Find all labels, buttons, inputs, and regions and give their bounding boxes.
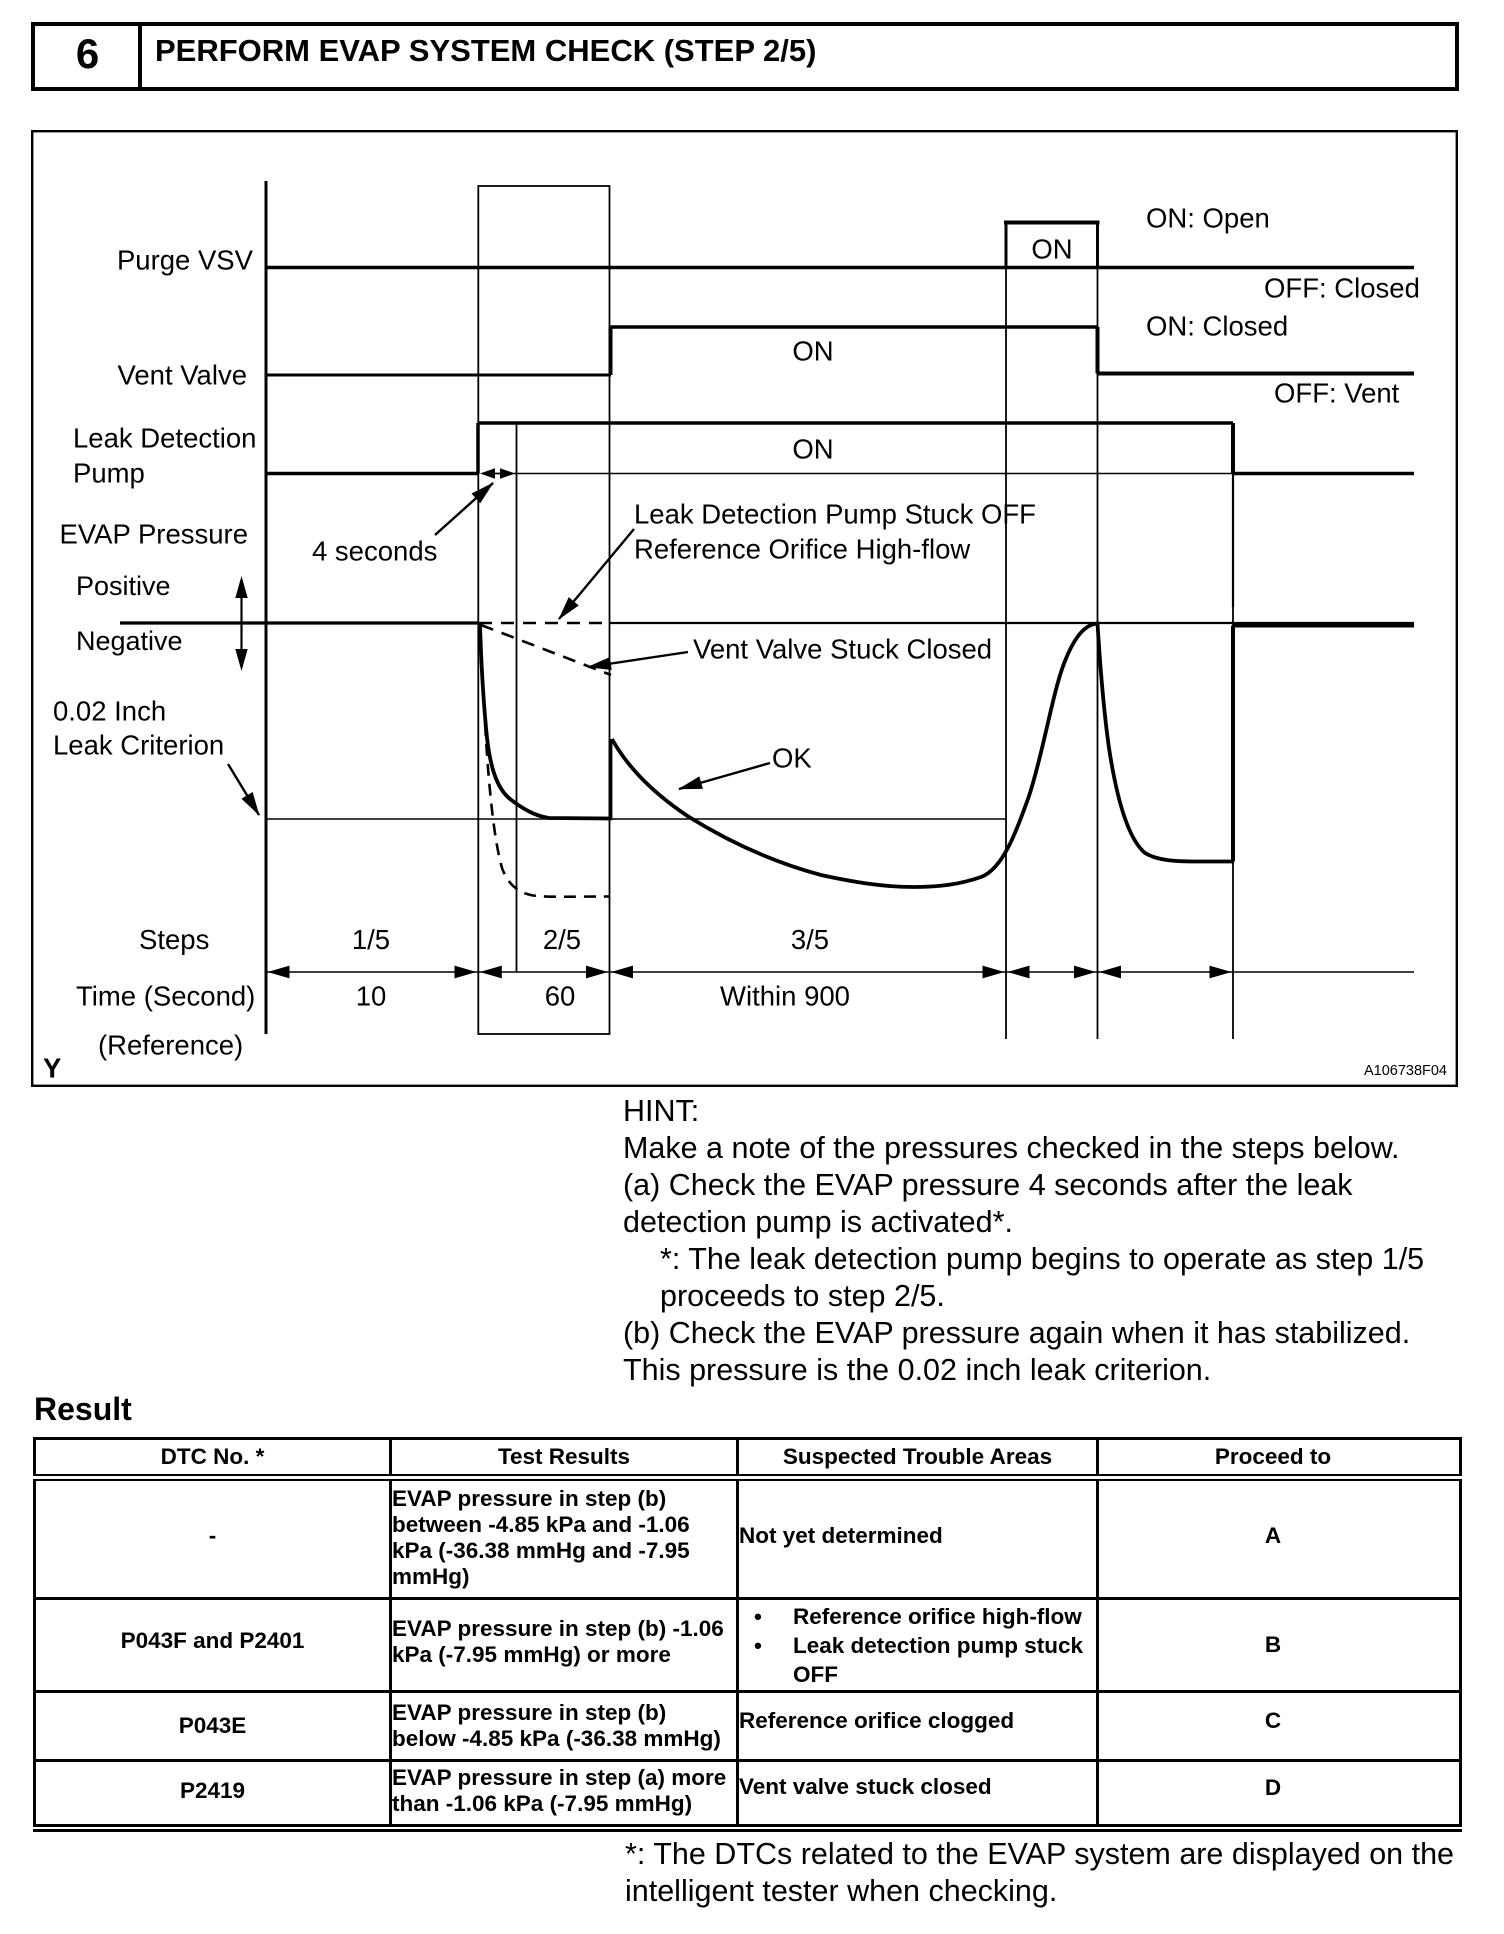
svg-text:(Reference): (Reference) (98, 1030, 243, 1061)
svg-text:Steps: Steps (139, 924, 209, 955)
svg-text:Within 900: Within 900 (720, 981, 850, 1012)
svg-text:OK: OK (772, 743, 812, 774)
svg-text:1/5: 1/5 (352, 924, 390, 955)
svg-text:Negative: Negative (76, 626, 183, 656)
svg-text:Leak Detection: Leak Detection (73, 423, 256, 454)
svg-text:0.02 Inch: 0.02 Inch (53, 696, 166, 727)
svg-text:EVAP Pressure: EVAP Pressure (59, 519, 248, 550)
svg-text:Positive: Positive (76, 571, 171, 601)
svg-text:Y: Y (43, 1053, 61, 1084)
svg-text:Purge VSV: Purge VSV (117, 245, 254, 276)
svg-text:ON: ON (1031, 234, 1072, 265)
svg-text:ON: ON (792, 336, 833, 367)
svg-text:ON: Open: ON: Open (1146, 203, 1270, 234)
svg-text:2/5: 2/5 (543, 924, 581, 955)
svg-text:OFF: Closed: OFF: Closed (1264, 273, 1420, 304)
svg-text:A106738F04: A106738F04 (1364, 1063, 1447, 1079)
svg-text:Vent Valve Stuck Closed: Vent Valve Stuck Closed (693, 634, 992, 665)
svg-text:Leak Criterion: Leak Criterion (53, 730, 224, 761)
svg-text:Reference Orifice High-flow: Reference Orifice High-flow (634, 534, 970, 565)
svg-text:4 seconds: 4 seconds (312, 536, 437, 567)
svg-text:ON: ON (792, 434, 833, 465)
svg-text:60: 60 (545, 981, 576, 1012)
svg-text:10: 10 (356, 981, 387, 1012)
svg-text:Leak Detection Pump Stuck OFF: Leak Detection Pump Stuck OFF (634, 499, 1036, 530)
svg-text:Vent Valve: Vent Valve (118, 360, 247, 391)
svg-text:Pump: Pump (73, 458, 145, 489)
svg-text:ON: Closed: ON: Closed (1146, 311, 1288, 342)
svg-text:3/5: 3/5 (791, 924, 829, 955)
svg-text:Time (Second): Time (Second) (76, 981, 255, 1012)
svg-text:OFF: Vent: OFF: Vent (1274, 378, 1400, 409)
